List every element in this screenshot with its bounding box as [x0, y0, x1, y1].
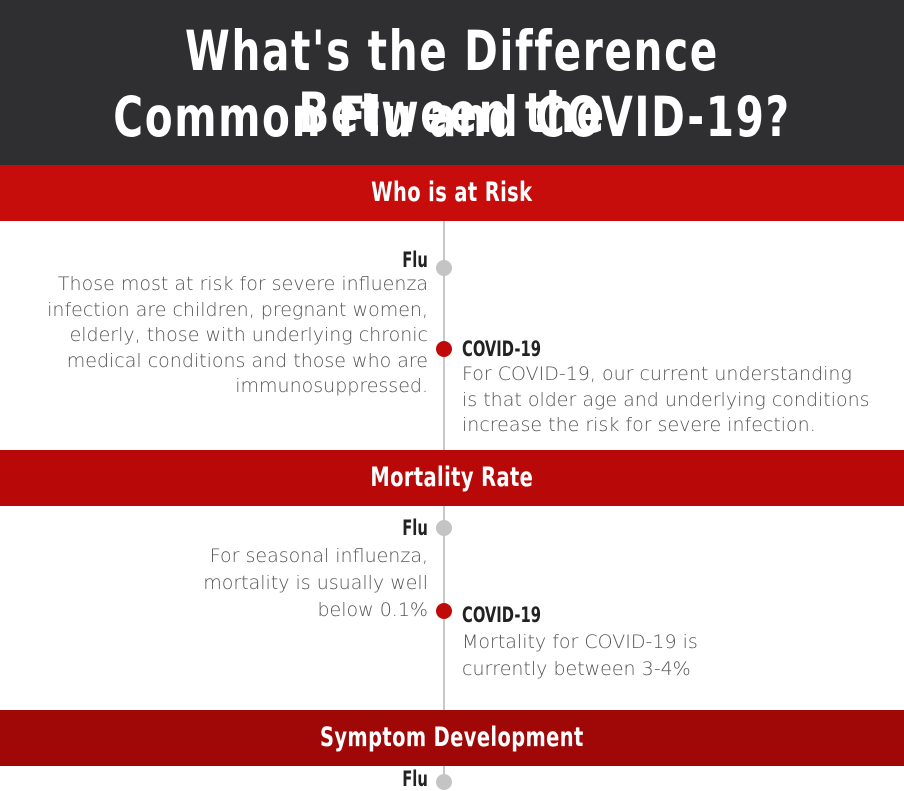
covid-timeline-dot — [436, 341, 452, 357]
timeline-line — [443, 766, 445, 778]
covid-timeline-dot — [436, 603, 452, 619]
covid-mortality-description: Mortality for COVID-19 is currently betw… — [462, 631, 698, 680]
covid-risk-description: For COVID-19, our current understanding … — [462, 363, 870, 436]
timeline-line — [443, 221, 445, 450]
flu-timeline-dot — [436, 520, 452, 536]
section-heading-label: Symptom Development — [320, 722, 584, 753]
flu-mortality-description: For seasonal influenza, mortality is usu… — [203, 545, 428, 621]
page-header: What's the Difference Between the Common… — [0, 0, 904, 165]
covid-label: COVID-19 — [462, 603, 541, 627]
section-heading-symptom-development: Symptom Development — [0, 710, 904, 766]
flu-timeline-dot — [436, 260, 452, 276]
flu-label: Flu — [402, 516, 428, 540]
section-heading-mortality-rate: Mortality Rate — [0, 450, 904, 506]
page-title-line-1: What's the Difference Between the — [185, 19, 719, 145]
section-heading-label: Mortality Rate — [370, 462, 534, 493]
flu-timeline-dot — [436, 774, 452, 790]
covid-label: COVID-19 — [462, 337, 541, 361]
flu-label: Flu — [402, 767, 428, 791]
flu-label: Flu — [402, 248, 428, 272]
flu-risk-description: Those most at risk for severe influenza … — [47, 273, 428, 397]
section-heading-who-is-at-risk: Who is at Risk — [0, 165, 904, 221]
page-title-line-2: Common Flu and COVID-19? — [113, 85, 791, 149]
section-heading-label: Who is at Risk — [371, 177, 533, 208]
